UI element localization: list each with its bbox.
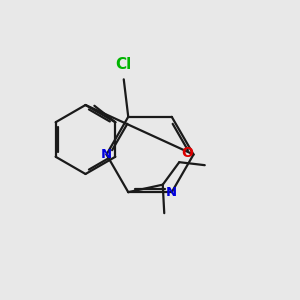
Text: Cl: Cl: [116, 57, 132, 72]
Text: N: N: [166, 186, 177, 199]
Text: N: N: [101, 148, 112, 161]
Text: O: O: [182, 146, 194, 160]
